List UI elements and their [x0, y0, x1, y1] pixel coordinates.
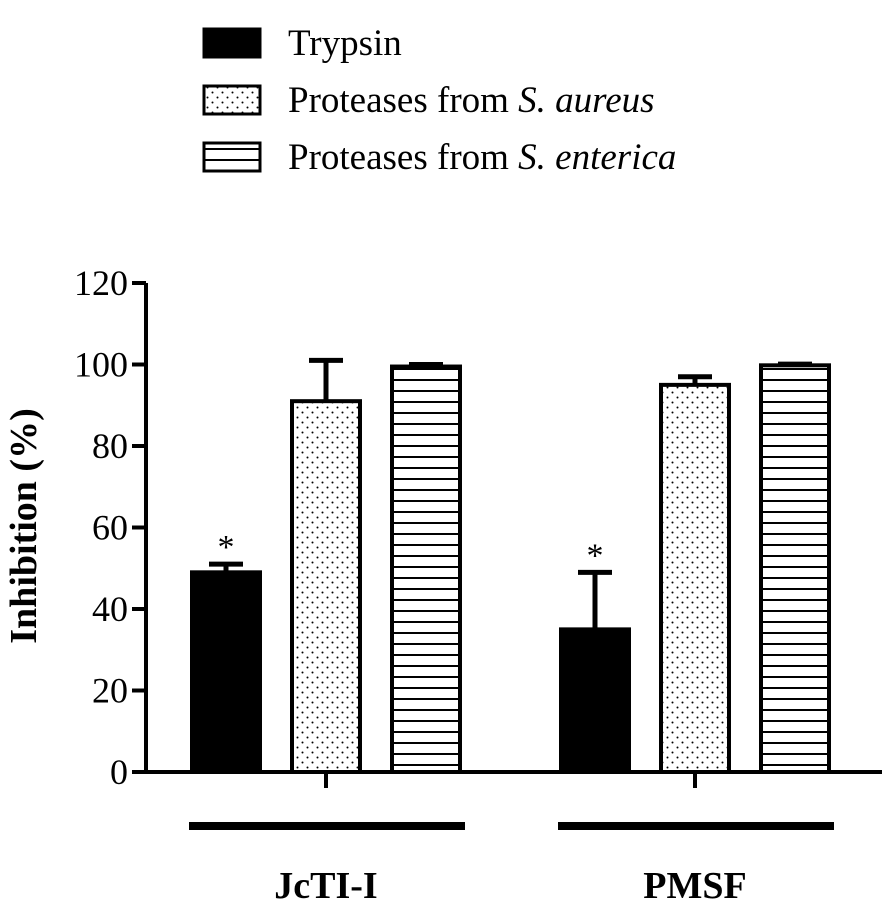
- y-axis-label: Inhibition (%): [3, 408, 45, 643]
- legend-swatch-hlines: [202, 141, 262, 173]
- y-tick-label: 40: [92, 589, 128, 629]
- group-bar: [189, 822, 465, 830]
- bar-hlines-pmsf: [759, 363, 831, 774]
- legend-label-text: Proteases from: [288, 80, 518, 121]
- plot-area: * *: [190, 357, 831, 775]
- significance-marker: *: [587, 537, 604, 574]
- bar-hlines-jcti-i: [390, 364, 462, 774]
- y-tick-label: 20: [92, 671, 128, 711]
- y-axis: 0 20 40 60 80 100 120: [74, 263, 148, 792]
- legend-label-species: S. enterica: [518, 137, 676, 178]
- legend-label-text: Trypsin: [288, 23, 402, 64]
- x-category-label: JcTI-I: [274, 865, 377, 907]
- bar-dots-jcti-i: [290, 399, 362, 774]
- x-category-label: PMSF: [643, 865, 746, 907]
- legend-label: Proteases from S. enterica: [288, 137, 676, 178]
- bar-solid-pmsf: [559, 627, 631, 774]
- bar-dots-pmsf: [659, 382, 731, 774]
- legend-label-species: S. aureus: [518, 80, 654, 121]
- x-axis-categories: JcTI-I PMSF: [189, 772, 834, 907]
- significance-marker: *: [218, 529, 235, 566]
- bar-solid-jcti-i: [190, 570, 262, 775]
- legend-label-text: Proteases from: [288, 137, 518, 178]
- legend-swatch-solid: [202, 27, 262, 59]
- y-tick-label: 100: [74, 345, 128, 385]
- legend-swatch-dots: [202, 84, 262, 116]
- legend-label: Proteases from S. aureus: [288, 80, 655, 121]
- y-tick-label: 0: [110, 752, 128, 792]
- y-tick-label: 80: [92, 426, 128, 466]
- legend-label: Trypsin: [288, 23, 402, 64]
- group-bar: [558, 822, 834, 830]
- y-tick-label: 60: [92, 508, 128, 548]
- y-tick-label: 120: [74, 263, 128, 303]
